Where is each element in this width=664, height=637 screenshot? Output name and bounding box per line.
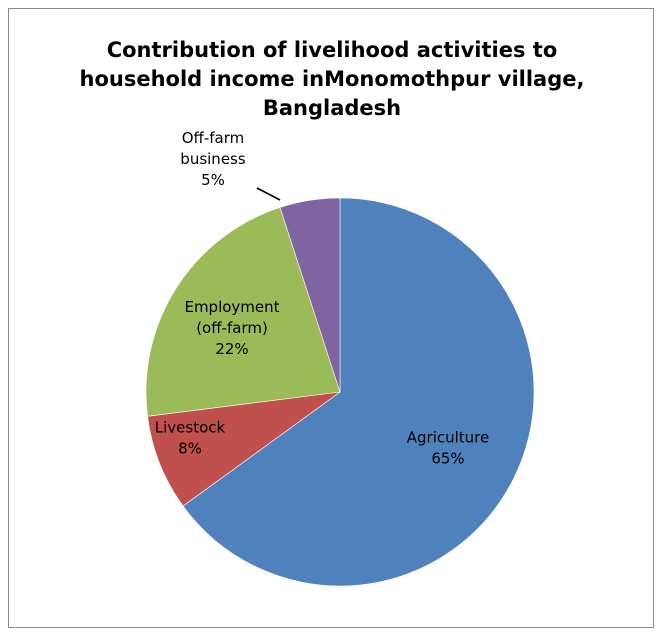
slice-percent: 5%	[201, 171, 225, 189]
chart-title-line-2: household income inMonomothpur village,	[79, 67, 585, 91]
slice-label-off-farm-business: Off-farm business 5%	[180, 129, 246, 189]
slice-name-line: (off-farm)	[196, 319, 268, 337]
slice-percent: 22%	[215, 340, 248, 358]
slice-name-line: Livestock	[155, 419, 226, 437]
pie-slice-off-farm-business	[279, 197, 341, 393]
slice-percent: 65%	[431, 450, 464, 468]
pie-slices	[145, 197, 535, 587]
slice-name-line: business	[180, 150, 246, 168]
slice-labels: Agriculture 65% Livestock 8% Employment (off-…	[155, 129, 489, 468]
chart-title: Contribution of livelihood activities to…	[0, 36, 664, 123]
pie-slice-agriculture	[182, 197, 535, 587]
slice-label-livestock: Livestock 8%	[155, 419, 226, 458]
leader-lines	[256, 187, 281, 201]
pie-slice-employment-off-farm	[145, 207, 341, 417]
slice-name-line: Agriculture	[407, 429, 490, 447]
slice-percent: 8%	[178, 440, 202, 458]
slice-name-line: Off-farm	[182, 129, 245, 147]
slice-label-employment-off-farm: Employment (off-farm) 22%	[184, 298, 279, 358]
chart-title-line-1: Contribution of livelihood activities to	[106, 38, 558, 62]
pie-slice-livestock	[147, 391, 341, 507]
slice-label-agriculture: Agriculture 65%	[407, 429, 490, 468]
leader-line-off-farm-business	[256, 187, 281, 201]
slice-name-line: Employment	[184, 298, 279, 316]
chart-title-line-3: Bangladesh	[262, 96, 402, 120]
